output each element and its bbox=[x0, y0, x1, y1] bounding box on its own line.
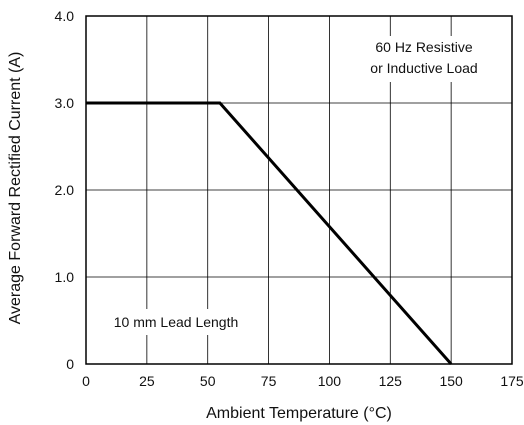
x-tick-label: 125 bbox=[379, 373, 403, 389]
annotation-load-line: or Inductive Load bbox=[370, 60, 477, 76]
annotation-lead-line: 10 mm Lead Length bbox=[114, 314, 239, 330]
x-tick-label: 75 bbox=[261, 373, 277, 389]
annotation-load-line: 60 Hz Resistive bbox=[375, 39, 472, 55]
annotation-load-bg bbox=[355, 36, 495, 82]
y-axis-title: Average Forward Rectified Current (A) bbox=[7, 52, 24, 325]
x-tick-label: 100 bbox=[318, 373, 342, 389]
y-tick-label: 0 bbox=[66, 356, 74, 372]
annotation-lead-bg bbox=[98, 309, 256, 335]
x-axis-title: Ambient Temperature (°C) bbox=[206, 405, 392, 422]
plot-frame bbox=[85, 15, 513, 365]
y-tick-label: 3.0 bbox=[55, 95, 75, 111]
y-tick-label: 1.0 bbox=[55, 269, 75, 285]
y-tick-label: 4.0 bbox=[55, 8, 75, 24]
x-tick-label: 25 bbox=[139, 373, 155, 389]
derating-curve bbox=[86, 101, 453, 365]
x-tick-label: 175 bbox=[500, 373, 524, 389]
annotations: 60 Hz Resistive or Inductive Load 10 mm Le… bbox=[98, 36, 495, 335]
x-tick-label: 150 bbox=[439, 373, 463, 389]
series bbox=[86, 101, 453, 365]
x-tick-label: 50 bbox=[200, 373, 216, 389]
tick-labels: 0 25 50 75 100 125 150 175 0 1.0 2.0 3.0 4.0 bbox=[55, 8, 524, 389]
y-tick-label: 2.0 bbox=[55, 182, 75, 198]
x-tick-label: 0 bbox=[82, 373, 90, 389]
